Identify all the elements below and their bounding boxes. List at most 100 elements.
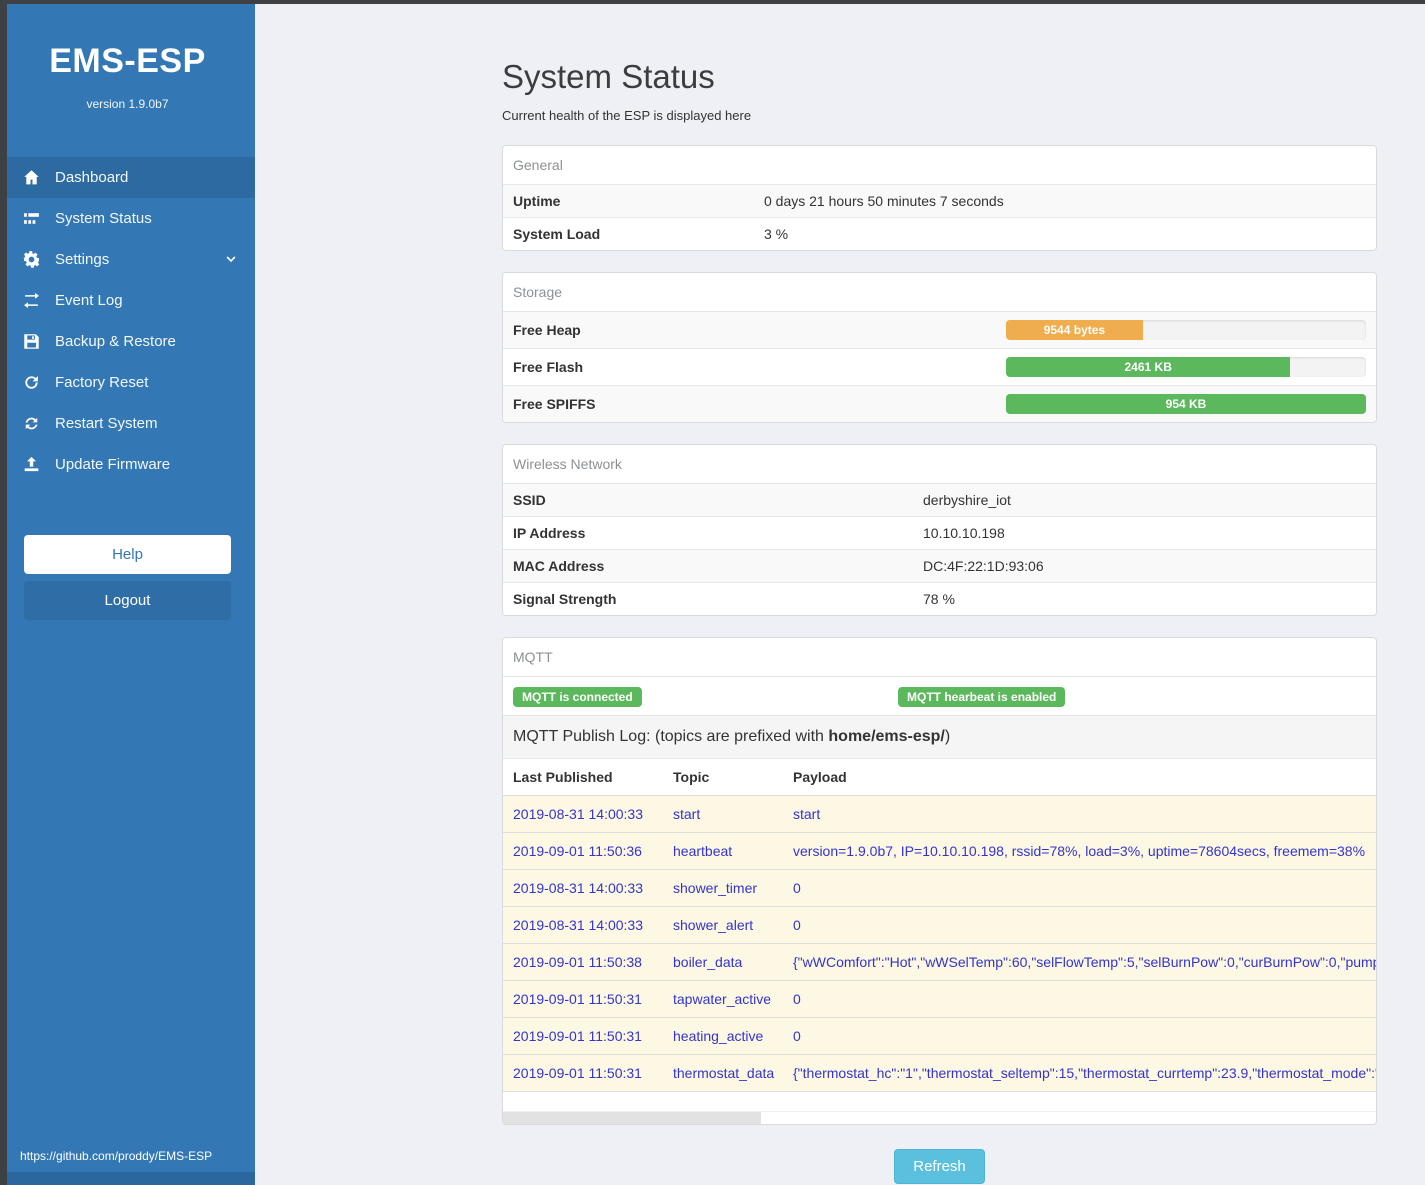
panel-wireless: Wireless Network SSID derbyshire_iot IP Ad… <box>502 444 1377 616</box>
log-time: 2019-09-01 11:50:38 <box>503 943 663 981</box>
table-row: Signal Strength 78 % <box>503 582 1376 615</box>
row-label: System Load <box>503 217 754 250</box>
horizontal-scrollbar[interactable] <box>503 1111 1376 1124</box>
table-row: Uptime 0 days 21 hours 50 minutes 7 secon… <box>503 185 1376 218</box>
row-label: MAC Address <box>503 549 913 583</box>
general-table: Uptime 0 days 21 hours 50 minutes 7 secon… <box>503 185 1376 250</box>
log-payload: {"wWComfort":"Hot","wWSelTemp":60,"selFl… <box>783 943 1376 981</box>
row-label: Free Flash <box>503 348 996 386</box>
log-row: 2019-08-31 14:00:33 shower_timer 0 <box>503 869 1376 907</box>
row-label: Free SPIFFS <box>503 385 996 422</box>
sidebar-item-settings[interactable]: Settings <box>0 239 255 280</box>
row-value: DC:4F:22:1D:93:06 <box>913 549 1376 583</box>
mqtt-log-label-suffix: ) <box>944 728 951 745</box>
exchange-icon <box>23 292 40 309</box>
horizontal-scrollbar-thumb[interactable] <box>503 1112 761 1124</box>
row-value: 0 days 21 hours 50 minutes 7 seconds <box>764 193 1004 209</box>
row-value: 10.10.10.198 <box>913 516 1376 550</box>
row-value: 3 % <box>754 217 1376 250</box>
row-label: Signal Strength <box>503 582 913 615</box>
mqtt-log-label: MQTT Publish Log: (topics are prefixed w… <box>503 716 1376 759</box>
panel-wireless-title: Wireless Network <box>503 445 1376 484</box>
sidebar-item-label: Backup & Restore <box>55 333 176 350</box>
table-row: SSID derbyshire_iot <box>503 484 1376 517</box>
help-button[interactable]: Help <box>24 535 231 574</box>
progress-track: 9544 bytes <box>1006 320 1366 340</box>
sidebar-item-event-log[interactable]: Event Log <box>0 280 255 321</box>
logout-button[interactable]: Logout <box>24 581 231 620</box>
sidebar-nav: Dashboard System Status Settings Event Log B… <box>0 157 255 485</box>
page-subtitle: Current health of the ESP is displayed h… <box>502 108 752 123</box>
sidebar-item-factory-reset[interactable]: Factory Reset <box>0 362 255 403</box>
sidebar-item-label: Restart System <box>55 415 158 432</box>
mqtt-connected-badge: MQTT is connected <box>513 687 642 707</box>
row-value: 9544 bytes <box>996 312 1376 349</box>
sidebar-item-system-status[interactable]: System Status <box>0 198 255 239</box>
table-row: Free Flash 2461 KB <box>503 348 1376 386</box>
github-link[interactable]: https://github.com/proddy/EMS-ESP <box>20 1149 213 1163</box>
log-topic: shower_alert <box>663 906 783 944</box>
row-value: derbyshire_iot <box>923 492 1011 508</box>
sidebar-item-label: Settings <box>55 251 110 268</box>
refresh-button[interactable]: Refresh <box>894 1149 985 1184</box>
row-label: SSID <box>513 492 546 508</box>
mqtt-badges-row: MQTT is connected MQTT hearbeat is enabl… <box>503 677 1376 716</box>
log-topic: heartbeat <box>663 832 783 870</box>
upload-icon <box>23 456 40 473</box>
row-value: 78 % <box>913 582 1376 615</box>
mqtt-log-label-topic-prefix: home/ems-esp/ <box>828 728 945 745</box>
log-payload: 0 <box>783 1017 1376 1055</box>
log-spacer <box>503 1092 1376 1111</box>
log-topic: shower_timer <box>663 869 783 907</box>
log-time: 2019-09-01 11:50:36 <box>503 832 663 870</box>
redo-icon <box>23 374 40 391</box>
mqtt-log-table: Last Published Topic Payload 2019-08-31 14… <box>503 759 1376 1092</box>
sidebar-buttons: Help Logout <box>0 535 255 620</box>
sidebar-item-update-firmware[interactable]: Update Firmware <box>0 444 255 485</box>
sidebar-item-backup-restore[interactable]: Backup & Restore <box>0 321 255 362</box>
sidebar-item-restart-system[interactable]: Restart System <box>0 403 255 444</box>
progress-bar: 9544 bytes <box>1006 320 1143 340</box>
log-payload: version=1.9.0b7, IP=10.10.10.198, rssid=… <box>783 832 1376 870</box>
brand: EMS-ESP version 1.9.0b7 <box>0 0 255 111</box>
log-time: 2019-09-01 11:50:31 <box>503 980 663 1018</box>
gear-icon <box>23 251 40 268</box>
progress-track: 954 KB <box>1006 394 1366 414</box>
log-row: 2019-08-31 14:00:33 shower_alert 0 <box>503 906 1376 944</box>
log-row: 2019-09-01 11:50:31 thermostat_data {"ther… <box>503 1054 1376 1092</box>
log-row: 2019-09-01 11:50:38 boiler_data {"wWComfor… <box>503 943 1376 981</box>
log-column-topic: Topic <box>663 759 783 796</box>
log-time: 2019-08-31 14:00:33 <box>503 869 663 907</box>
panel-general: General Uptime 0 days 21 hours 50 minutes… <box>502 145 1377 251</box>
log-topic: thermostat_data <box>663 1054 783 1092</box>
panel-general-title: General <box>503 146 1376 185</box>
sidebar: EMS-ESP version 1.9.0b7 Dashboard System … <box>0 0 255 1185</box>
log-column-last-published: Last Published <box>503 759 663 796</box>
window-frame-top <box>0 0 1425 4</box>
log-time: 2019-09-01 11:50:31 <box>503 1017 663 1055</box>
log-topic: boiler_data <box>663 943 783 981</box>
sync-icon <box>23 415 40 432</box>
row-value: 2461 KB <box>996 348 1376 386</box>
save-icon <box>23 333 40 350</box>
sidebar-item-dashboard[interactable]: Dashboard <box>0 157 255 198</box>
storage-table: Free Heap 9544 bytes Free Flash 2461 KB Free… <box>503 312 1376 422</box>
table-row: System Load 3 % <box>503 217 1376 250</box>
row-label: IP Address <box>503 516 913 550</box>
progress-bar: 2461 KB <box>1006 357 1291 377</box>
sidebar-item-label: Factory Reset <box>55 374 149 391</box>
panel-mqtt-title: MQTT <box>503 638 1376 677</box>
refresh-container: Refresh <box>502 1149 1377 1184</box>
sidebar-footer-bar <box>0 1172 255 1185</box>
table-row: Free Heap 9544 bytes <box>503 312 1376 349</box>
log-topic: heating_active <box>663 1017 783 1055</box>
page-title: System Status <box>502 58 715 95</box>
mqtt-log-label-prefix: MQTT Publish Log: (topics are prefixed w… <box>513 728 829 745</box>
sidebar-item-label: Dashboard <box>55 169 129 186</box>
log-time: 2019-08-31 14:00:33 <box>503 906 663 944</box>
log-payload: 0 <box>783 906 1376 944</box>
log-payload: 0 <box>783 980 1376 1018</box>
sidebar-item-label: System Status <box>55 210 152 227</box>
wireless-table: SSID derbyshire_iot IP Address 10.10.10.198… <box>503 484 1376 615</box>
table-row: Free SPIFFS 954 KB <box>503 385 1376 422</box>
